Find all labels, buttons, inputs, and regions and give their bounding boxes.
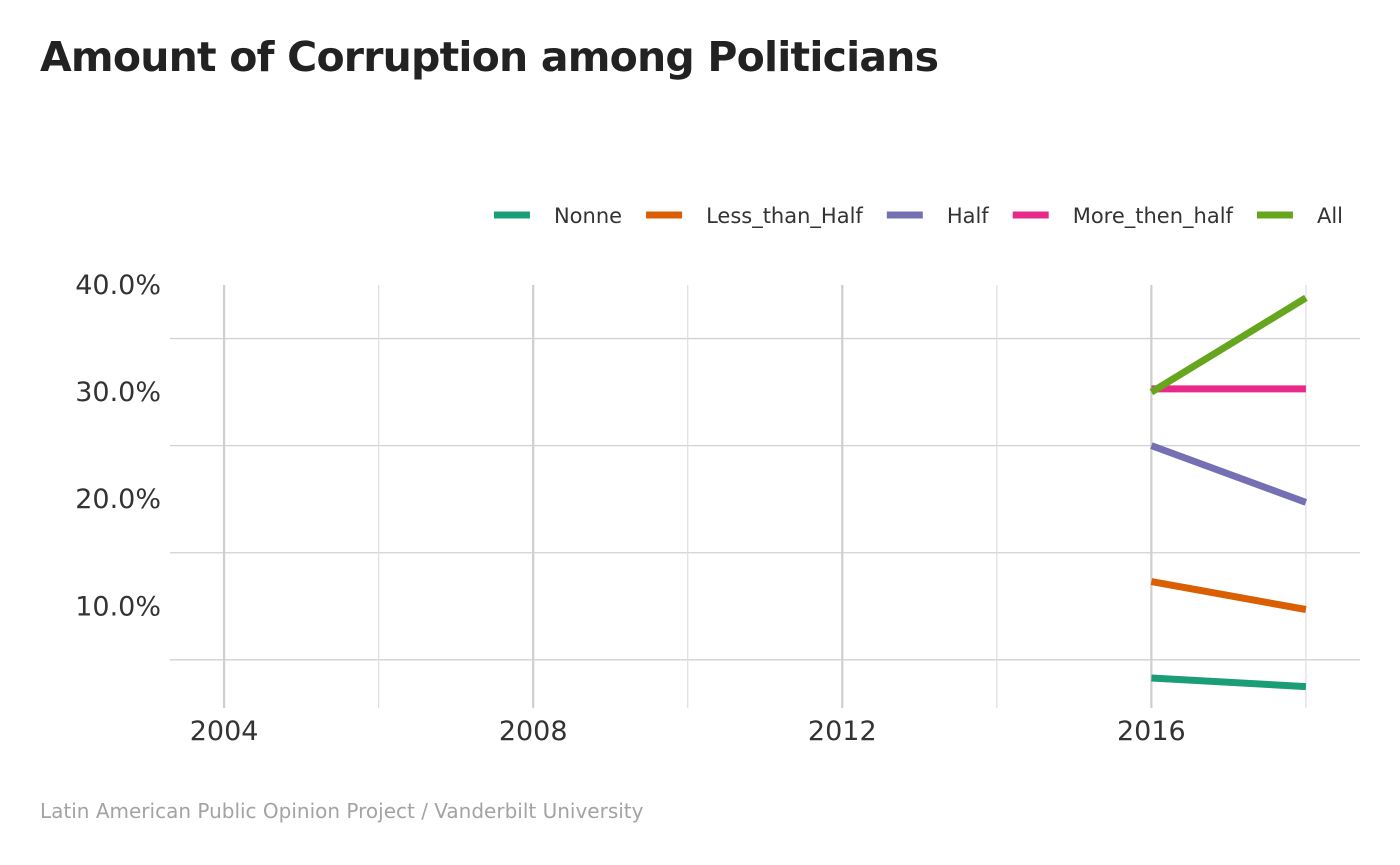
legend-label-0: Nonne — [554, 204, 622, 228]
source-caption: Latin American Public Opinion Project / … — [40, 799, 643, 823]
x-tick-label-1: 2008 — [499, 716, 568, 747]
grid — [170, 285, 1360, 708]
x-tick-label-2: 2012 — [808, 716, 877, 747]
x-tick-label-3: 2016 — [1117, 716, 1186, 747]
legend-label-4: All — [1317, 204, 1343, 228]
series-line-1 — [1151, 582, 1306, 610]
legend-label-2: Half — [947, 204, 989, 228]
legend-label-1: Less_than_Half — [706, 204, 863, 229]
legend: Nonne Less_than_Half Half More_then_half All — [494, 204, 1343, 229]
series-line-2 — [1151, 446, 1306, 503]
legend-label-3: More_then_half — [1073, 204, 1234, 229]
y-tick-label-2: 20.0% — [75, 484, 161, 515]
y-tick-label-3: 10.0% — [75, 591, 161, 622]
series-line-4 — [1151, 298, 1306, 392]
x-axis-ticks: 2004 2008 2012 2016 — [190, 716, 1186, 747]
series-line-0 — [1151, 678, 1306, 687]
x-tick-label-0: 2004 — [190, 716, 259, 747]
series-lines — [1151, 298, 1306, 687]
y-tick-label-1: 30.0% — [75, 377, 161, 408]
y-axis-ticks: 40.0% 30.0% 20.0% 10.0% — [75, 270, 161, 622]
y-tick-label-0: 40.0% — [75, 270, 161, 301]
